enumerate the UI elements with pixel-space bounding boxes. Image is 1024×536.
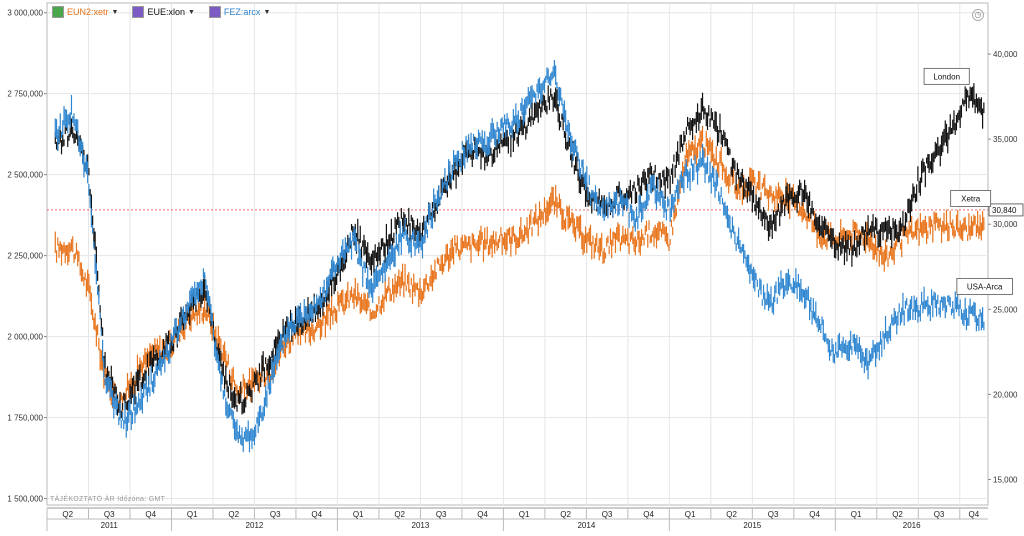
quarter-label: Q4	[311, 510, 322, 519]
footer-note: TÁJÉKOZTATÓ ÁR Időzóna: GMT	[50, 496, 166, 503]
left-axis-tick-label: 2 500,000	[7, 171, 43, 180]
right-axis-tick-label: 20,000	[993, 390, 1018, 399]
quarter-label: Q4	[145, 510, 156, 519]
legend-item-arca[interactable]: FEZ:arcx ▼	[208, 6, 271, 18]
quarter-label: Q2	[394, 510, 405, 519]
year-label: 2011	[101, 521, 119, 530]
annotation-layer: London Xetra USA-Arca	[923, 67, 1013, 295]
year-label: 2012	[246, 521, 264, 530]
right-axis-tick-label: 35,000	[993, 135, 1018, 144]
year-label: 2014	[577, 521, 595, 530]
clock-icon[interactable]: ◷	[972, 9, 984, 21]
quarter-label: Q1	[187, 510, 198, 519]
legend-item-london[interactable]: EUE:xlon ▼	[132, 6, 195, 18]
price-marker-label: 30,840	[992, 206, 1017, 215]
series-layer	[54, 60, 985, 453]
quarter-label: Q2	[228, 510, 239, 519]
year-label: 2013	[412, 521, 430, 530]
quarter-label: Q4	[643, 510, 654, 519]
quarter-label: Q1	[353, 510, 364, 519]
quarter-label: Q3	[104, 510, 115, 519]
price-marker-box	[988, 203, 1024, 217]
right-axis-tick-label: 25,000	[993, 305, 1018, 314]
legend-label-arca: FEZ:arcx	[223, 7, 261, 17]
left-axis-tick-label: 1 500,000	[7, 495, 43, 504]
chevron-down-icon[interactable]: ▼	[263, 8, 271, 16]
quarter-label: Q1	[851, 510, 862, 519]
quarter-label: Q2	[62, 510, 73, 519]
quarter-label: Q2	[726, 510, 737, 519]
year-label: 2016	[903, 521, 921, 530]
plot-frame	[46, 2, 989, 506]
right-axis-tick-label: 40,000	[993, 50, 1018, 59]
quarter-label: Q3	[270, 510, 281, 519]
legend: EUN2:xetr ▼ EUE:xlon ▼ FEZ:arcx ▼	[52, 6, 270, 18]
chevron-down-icon[interactable]: ▼	[111, 8, 119, 16]
legend-label-xetra: EUN2:xetr	[67, 7, 109, 17]
instrument-icon	[208, 6, 221, 18]
left-axis-tick-label: 3 000,000	[7, 9, 43, 18]
left-axis-tick-label: 2 250,000	[7, 252, 43, 261]
annotation-label: USA-Arca	[967, 282, 1003, 291]
quarter-label: Q2	[892, 510, 903, 519]
quarter-label: Q1	[685, 510, 696, 519]
instrument-icon	[52, 6, 64, 18]
quarter-label: Q1	[519, 510, 530, 519]
left-axis-tick-label: 2 000,000	[7, 333, 43, 342]
quarter-label: Q4	[969, 510, 980, 519]
quarter-label: Q4	[477, 510, 488, 519]
chevron-down-icon[interactable]: ▼	[187, 8, 195, 16]
legend-item-xetra[interactable]: EUN2:xetr ▼	[52, 6, 118, 18]
right-axis-tick-label: 30,000	[993, 220, 1018, 229]
legend-label-london: EUE:xlon	[147, 7, 185, 17]
axis-layer: 3 000,000 2 750,000 2 500,000 2 250,000 2 00…	[7, 9, 1024, 531]
annotation-box	[956, 277, 1013, 295]
left-axis-tick-label: 1 750,000	[7, 414, 43, 423]
annotation-label: London	[933, 72, 960, 81]
instrument-icon	[132, 6, 145, 18]
quarter-label: Q3	[768, 510, 779, 519]
annotation-box	[950, 190, 992, 207]
quarter-label: Q2	[560, 510, 571, 519]
year-label: 2015	[743, 521, 761, 530]
quarter-label: Q3	[934, 510, 945, 519]
quarter-label: Q3	[602, 510, 613, 519]
quarter-label: Q3	[436, 510, 447, 519]
annotation-label: Xetra	[961, 194, 981, 203]
quarter-label: Q4	[809, 510, 820, 519]
left-axis-tick-label: 2 750,000	[7, 90, 43, 99]
right-axis-tick-label: 15,000	[993, 475, 1018, 484]
annotation-box	[923, 67, 970, 85]
